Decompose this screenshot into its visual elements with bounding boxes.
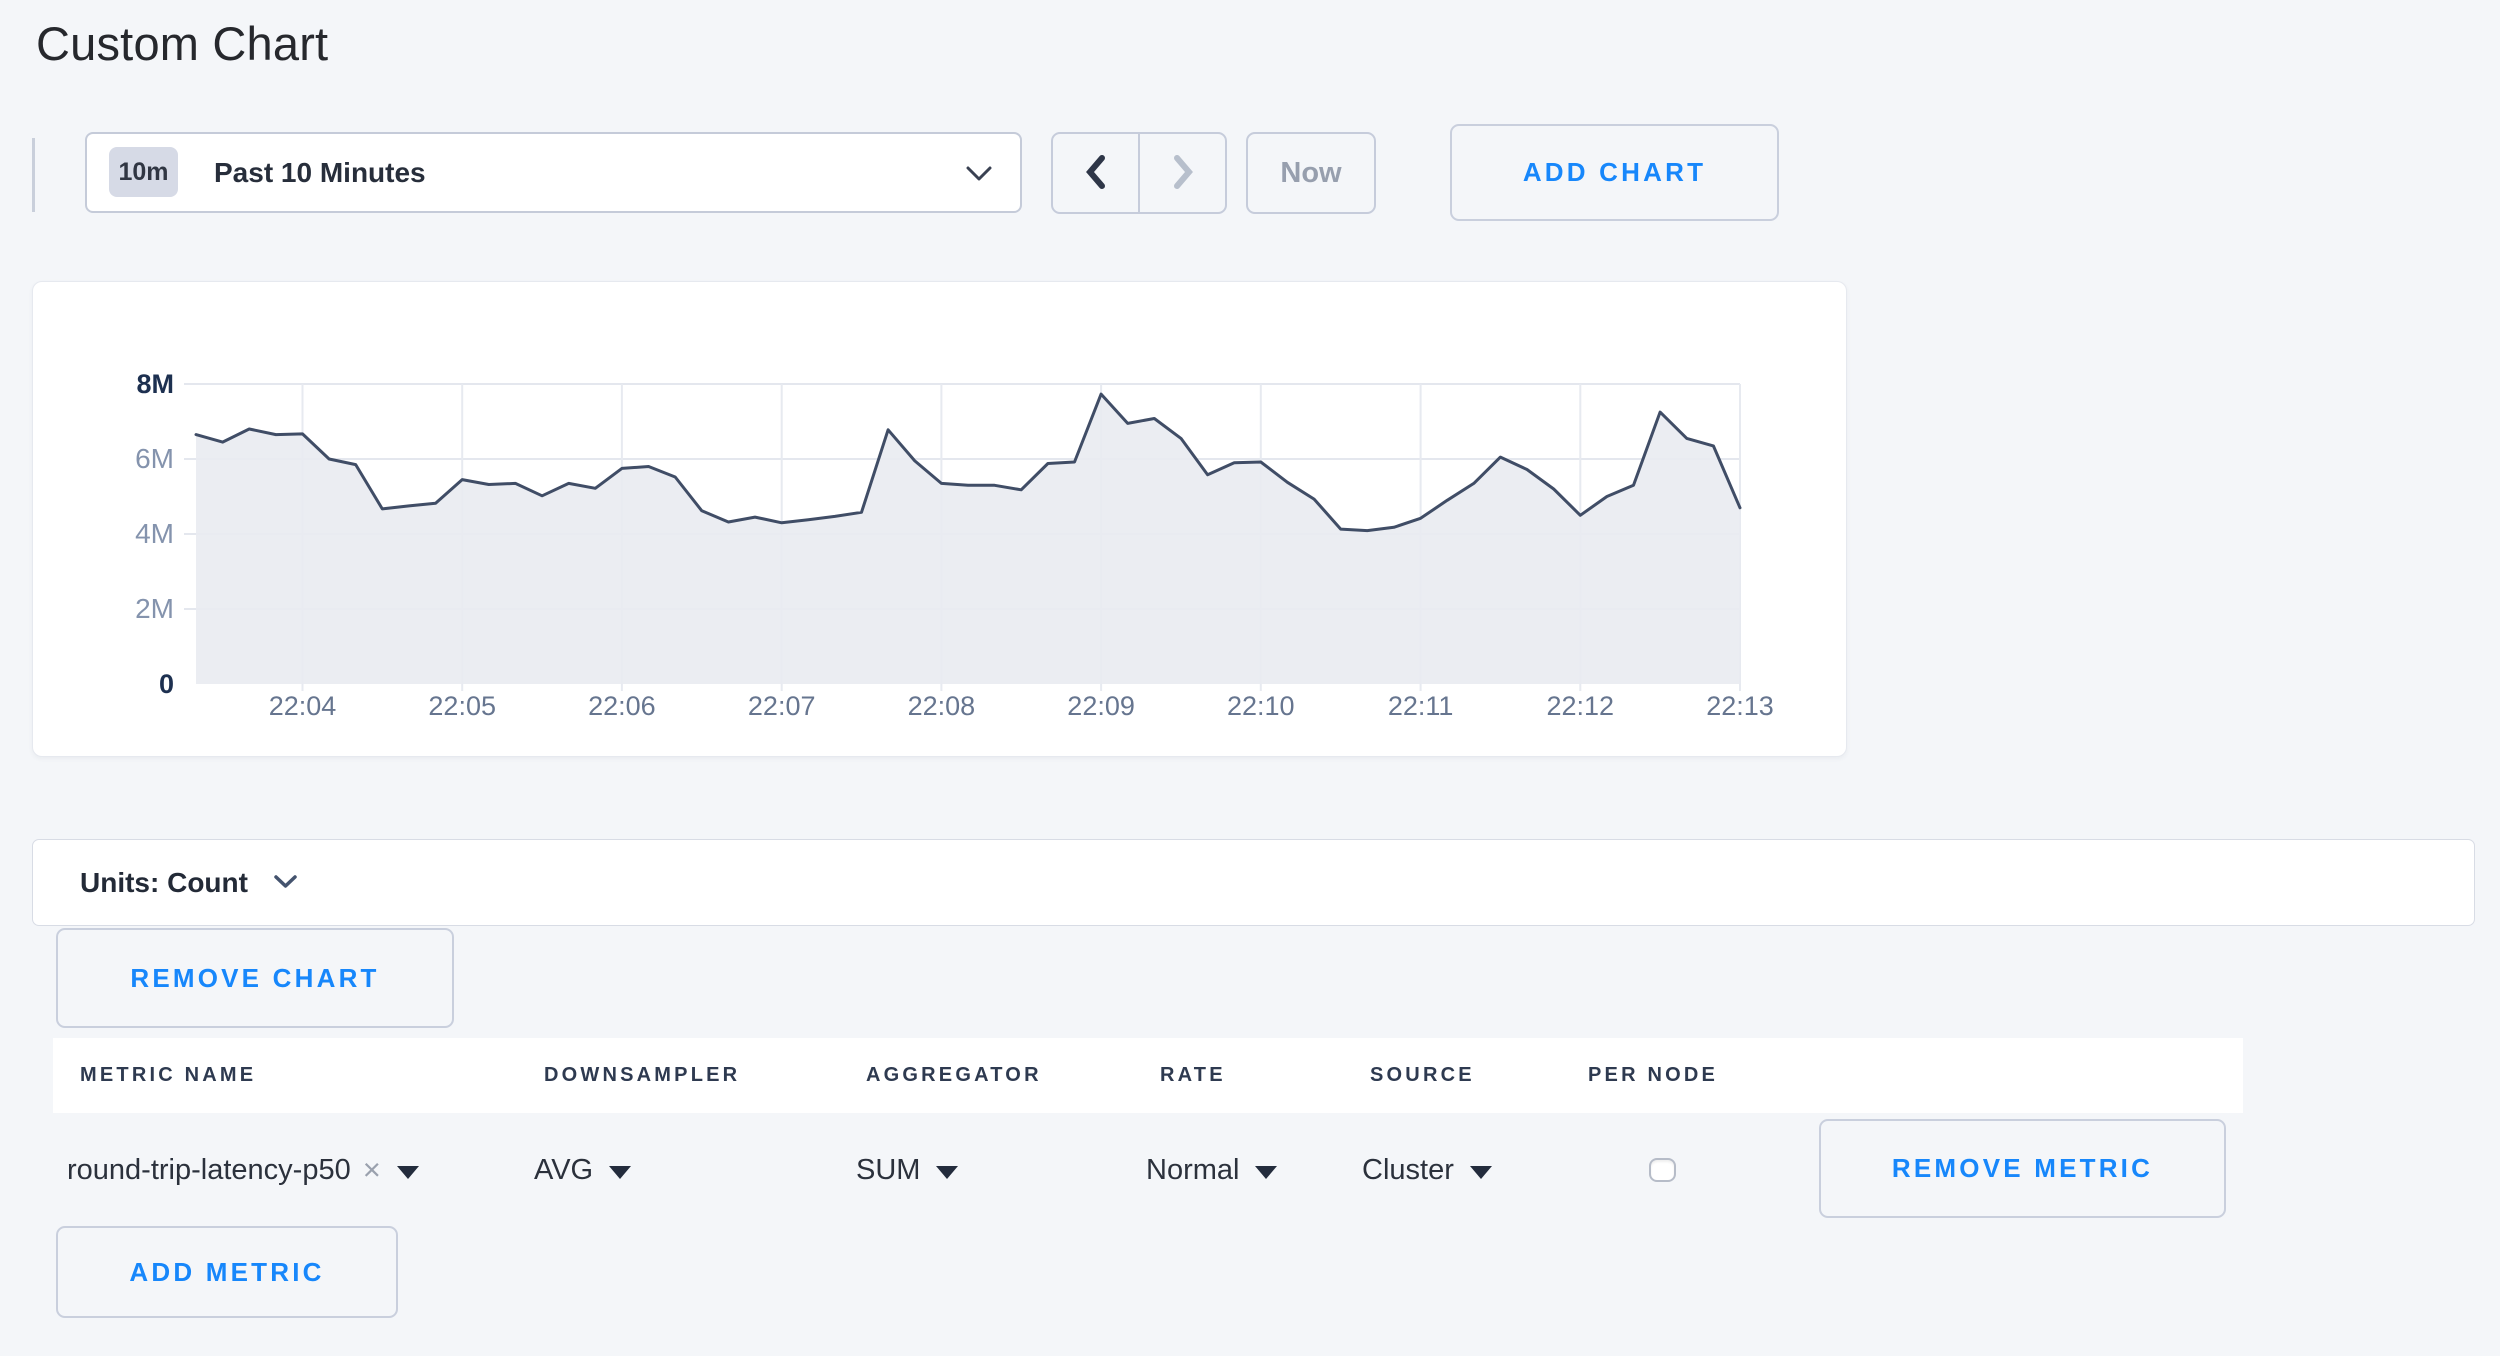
chart-area [196,394,1740,684]
x-axis-label: 22:08 [908,691,976,721]
metric-name-value: round-trip-latency-p50 [67,1153,351,1186]
now-button[interactable]: Now [1246,132,1376,214]
units-dropdown[interactable]: Units: Count [32,839,2475,926]
downsampler-dropdown[interactable]: AVG [534,1134,632,1206]
x-axis-label: 22:09 [1067,691,1135,721]
y-axis-label: 0 [159,669,174,699]
aggregator-dropdown[interactable]: SUM [856,1134,959,1206]
dropdown-caret-icon [609,1165,632,1179]
next-time-button[interactable] [1140,134,1225,212]
chevron-right-icon [1168,152,1198,195]
time-step-buttons [1051,132,1227,214]
units-label: Units: Count [80,866,248,898]
column-header-source: SOURCE [1370,1064,1475,1086]
x-axis-label: 22:05 [428,691,496,721]
rate-value: Normal [1146,1153,1240,1186]
time-range-badge: 10m [109,147,178,197]
per-node-checkbox[interactable] [1649,1158,1676,1182]
remove-metric-button[interactable]: REMOVE METRIC [1819,1119,2226,1218]
column-header-rate: RATE [1160,1064,1226,1086]
remove-chart-button[interactable]: REMOVE CHART [56,928,454,1028]
metrics-table-header: METRIC NAME DOWNSAMPLER AGGREGATOR RATE … [53,1038,2243,1113]
chevron-left-icon [1081,152,1111,195]
y-axis-label: 8M [136,369,174,399]
x-axis-label: 22:13 [1706,691,1774,721]
x-axis-label: 22:04 [269,691,337,721]
source-value: Cluster [1362,1153,1454,1186]
remove-metric-x-icon[interactable]: × [362,1152,381,1187]
dropdown-caret-icon [936,1165,959,1179]
chart-card: 0 2M 4M 6M 8M 22:04 22:05 22:06 22:07 22:08 22:09 2… [32,281,1847,757]
metric-name-dropdown[interactable]: round-trip-latency-p50 × [67,1134,419,1206]
column-header-metric-name: METRIC NAME [80,1064,257,1086]
dropdown-caret-icon [1255,1165,1278,1179]
prev-time-button[interactable] [1053,134,1140,212]
chart-line [194,392,1742,533]
x-axis-label: 22:10 [1227,691,1295,721]
aggregator-value: SUM [856,1153,921,1186]
x-axis-label: 22:11 [1388,691,1454,721]
y-axis-label: 4M [135,518,174,549]
metrics-table: METRIC NAME DOWNSAMPLER AGGREGATOR RATE … [53,1038,2243,1278]
downsampler-value: AVG [534,1153,594,1186]
column-header-per-node: PER NODE [1588,1064,1719,1086]
source-dropdown[interactable]: Cluster [1362,1134,1492,1206]
chevron-down-icon [274,875,297,894]
dropdown-caret-icon [1469,1165,1492,1179]
column-header-downsampler: DOWNSAMPLER [544,1064,741,1086]
y-axis-label: 2M [135,593,174,624]
time-range-label: Past 10 Minutes [214,156,426,188]
chart-plot[interactable]: 0 2M 4M 6M 8M 22:04 22:05 22:06 22:07 22:08 22:09 2… [33,282,1848,758]
add-metric-button[interactable]: ADD METRIC [56,1226,398,1318]
x-axis-label: 22:12 [1547,691,1615,721]
rate-dropdown[interactable]: Normal [1146,1134,1278,1206]
x-axis-label: 22:06 [588,691,656,721]
chevron-down-icon [966,166,992,187]
dropdown-caret-icon [396,1165,419,1179]
metric-row: round-trip-latency-p50 × AVG SUM Normal … [53,1119,2243,1218]
page-title: Custom Chart [36,17,329,70]
y-axis-label: 6M [135,443,174,474]
add-chart-button[interactable]: ADD CHART [1450,124,1779,221]
time-range-dropdown[interactable]: 10m Past 10 Minutes [85,132,1022,213]
column-header-aggregator: AGGREGATOR [866,1064,1042,1086]
toolbar-divider [32,138,35,212]
x-axis-label: 22:07 [748,691,816,721]
